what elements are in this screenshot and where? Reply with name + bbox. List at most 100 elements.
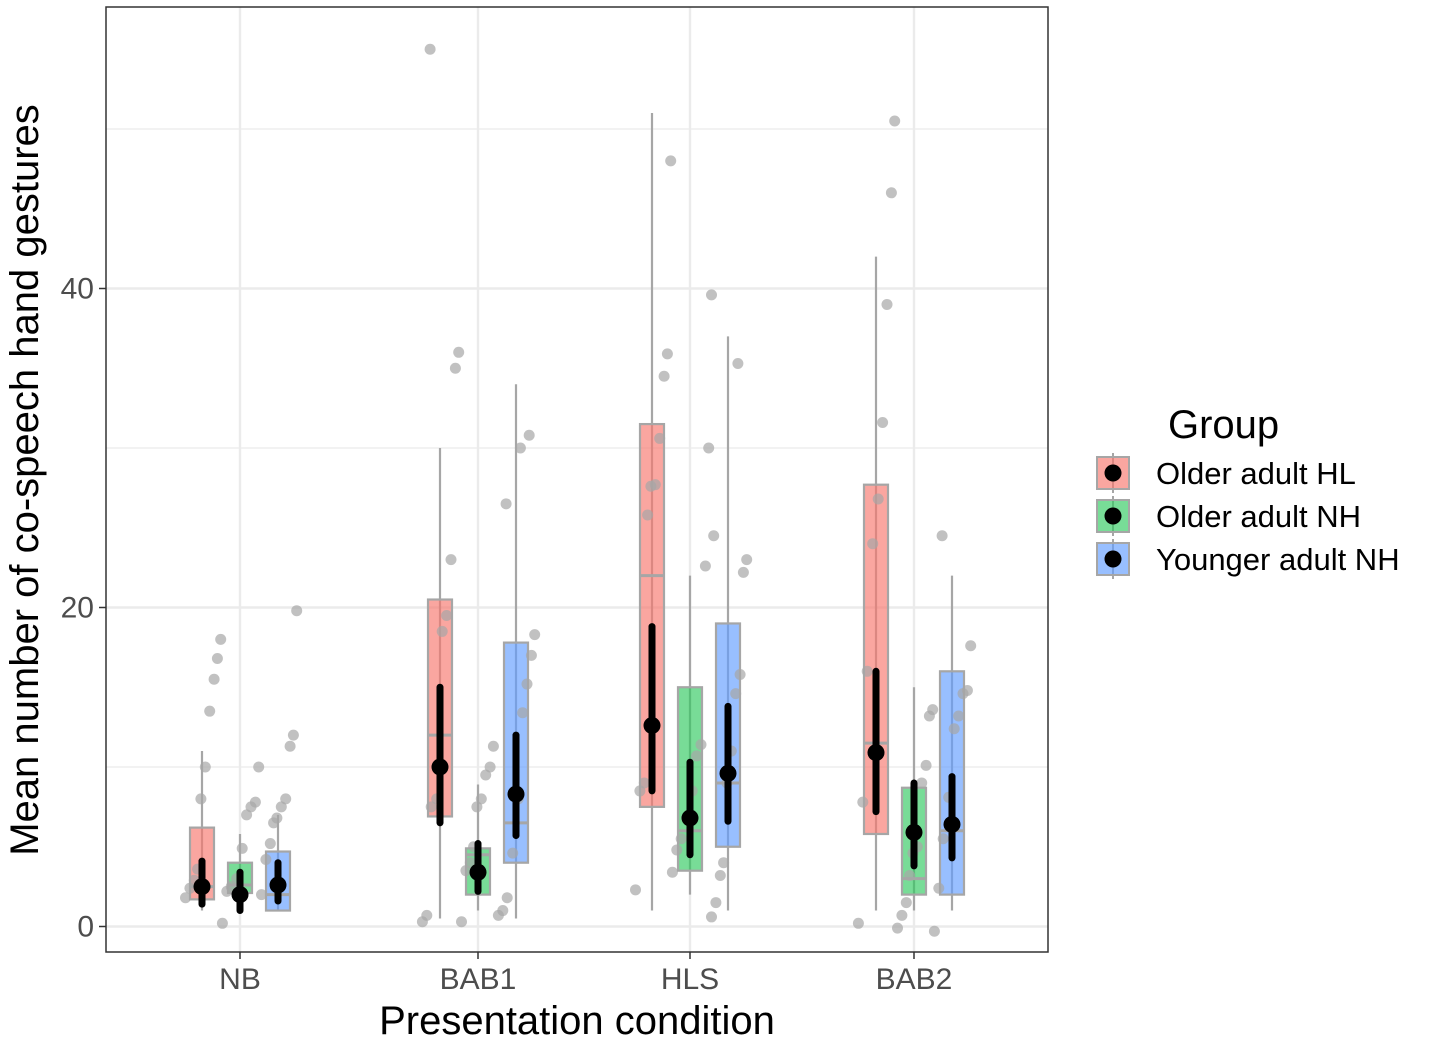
- data-point: [885, 187, 897, 199]
- data-point: [920, 759, 932, 771]
- mean-point: [231, 886, 249, 904]
- data-point: [741, 554, 753, 566]
- data-point: [497, 905, 509, 917]
- data-point: [216, 917, 228, 929]
- data-point: [706, 289, 717, 301]
- data-point: [291, 605, 303, 617]
- data-point: [287, 729, 299, 741]
- legend-keys: Older adult HL Older adult NH Younger adul…: [1096, 453, 1400, 579]
- mean-point: [719, 764, 737, 782]
- y-tick-label: 40: [61, 273, 94, 306]
- data-point: [630, 884, 641, 896]
- x-tick-label: BAB2: [876, 963, 953, 996]
- data-point: [965, 640, 977, 652]
- data-point: [732, 357, 744, 369]
- data-point: [484, 761, 496, 773]
- data-point: [449, 362, 461, 374]
- mean-point: [681, 809, 699, 827]
- mean-point: [943, 815, 961, 833]
- data-point: [249, 796, 261, 808]
- data-point: [900, 897, 912, 909]
- y-tick-label: 20: [61, 592, 94, 625]
- mean-ci-layer: [193, 623, 961, 915]
- data-point: [525, 649, 537, 661]
- data-point: [730, 688, 742, 700]
- data-point: [421, 909, 433, 921]
- data-point: [271, 812, 283, 824]
- data-point: [487, 740, 499, 752]
- data-point: [642, 509, 654, 521]
- legend-key-mean: [1104, 507, 1122, 525]
- data-point: [445, 554, 457, 566]
- data-point: [195, 793, 207, 805]
- data-point: [199, 761, 211, 773]
- mean-point: [269, 876, 287, 894]
- data-point: [927, 704, 939, 716]
- data-point: [256, 889, 267, 901]
- data-point: [852, 917, 864, 929]
- data-point: [654, 432, 666, 444]
- data-point: [872, 493, 884, 505]
- data-point: [507, 847, 519, 859]
- data-point: [521, 678, 533, 690]
- axes: 0 20 40 NB BAB1 HLS BAB2: [61, 273, 953, 997]
- data-point: [948, 723, 960, 735]
- data-point: [661, 348, 673, 360]
- data-point: [529, 629, 541, 641]
- y-axis-title: Mean number of co-speech hand gestures: [3, 104, 47, 856]
- data-point: [706, 911, 717, 923]
- data-point: [215, 633, 227, 645]
- mean-point: [507, 785, 525, 803]
- legend-key-mean: [1104, 550, 1122, 568]
- data-point: [425, 801, 437, 813]
- data-point: [523, 429, 535, 441]
- data-point: [453, 346, 465, 358]
- data-point: [961, 684, 973, 696]
- data-point: [936, 530, 948, 542]
- data-point: [649, 479, 661, 491]
- data-point: [703, 442, 715, 454]
- data-point: [718, 857, 730, 869]
- data-point: [708, 530, 720, 542]
- data-point: [211, 653, 223, 665]
- data-point: [861, 665, 873, 677]
- data-point: [436, 625, 448, 637]
- data-point: [284, 740, 296, 752]
- legend-label: Older adult HL: [1156, 456, 1356, 491]
- data-point: [691, 750, 703, 762]
- data-point: [737, 566, 749, 578]
- data-point: [675, 833, 687, 845]
- data-point: [695, 739, 707, 751]
- data-point: [264, 838, 276, 850]
- data-point: [665, 155, 677, 167]
- data-point: [881, 298, 893, 310]
- data-point: [208, 673, 220, 685]
- data-point: [517, 707, 529, 719]
- data-point: [204, 705, 216, 717]
- data-point: [514, 442, 526, 454]
- data-point: [699, 560, 711, 572]
- mean-point: [193, 878, 211, 896]
- legend-label: Younger adult NH: [1156, 542, 1400, 577]
- x-tick-label: BAB1: [440, 963, 517, 996]
- mean-point: [867, 744, 885, 762]
- data-point: [253, 761, 265, 773]
- data-point: [877, 416, 889, 428]
- data-point: [475, 793, 487, 805]
- data-point: [953, 710, 965, 722]
- data-point: [658, 370, 670, 382]
- legend-title: Group: [1168, 403, 1279, 447]
- mean-point: [431, 758, 449, 776]
- data-point: [896, 909, 908, 921]
- legend-label: Older adult NH: [1156, 499, 1361, 534]
- mean-point: [469, 863, 487, 881]
- data-point: [904, 869, 916, 881]
- data-point: [867, 538, 879, 550]
- data-point: [456, 916, 467, 928]
- data-point: [937, 833, 949, 845]
- data-point: [236, 842, 248, 854]
- x-axis-title: Presentation condition: [379, 999, 775, 1042]
- data-point: [500, 498, 512, 510]
- panel-border: [105, 6, 1049, 953]
